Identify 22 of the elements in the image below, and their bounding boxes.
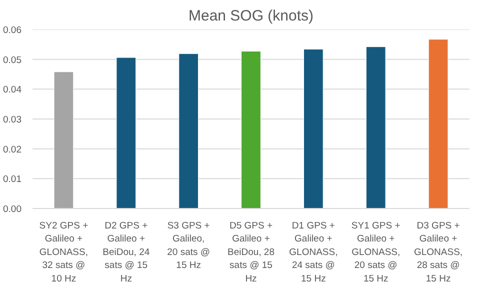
bar xyxy=(366,46,386,208)
x-tick-label: SY2 GPS + Galileo + GLONASS, 32 sats @ 10 Hz xyxy=(39,220,89,284)
x-tick-label: D5 GPS + Galileo + BeiDou, 28 sats @ 15 Hz xyxy=(228,220,275,284)
chart-title: Mean SOG (knots) xyxy=(188,8,314,24)
x-tick-label: SY1 GPS + Galileo + GLONASS, 20 sats @ 15 Hz xyxy=(351,220,401,284)
x-tick-label: D2 GPS + Galileo + BeiDou, 24 sats @ 15 Hz xyxy=(102,220,150,284)
y-tick-label: 0.05 xyxy=(3,54,22,66)
bar xyxy=(54,72,74,208)
y-tick-label: 0.06 xyxy=(3,25,22,36)
y-tick-label: 0.02 xyxy=(3,144,22,156)
bar xyxy=(116,57,136,208)
y-tick-label: 0.04 xyxy=(3,84,22,96)
y-tick-label: 0.03 xyxy=(3,114,22,126)
y-tick-label: 0.01 xyxy=(3,174,22,186)
x-tick-label: S3 GPS + Galileo, 20 sats @ 15 Hz xyxy=(167,220,210,272)
bar xyxy=(428,39,448,208)
bar xyxy=(304,48,324,208)
bar xyxy=(241,51,261,208)
x-tick-label: D1 GPS + Galileo + GLONASS, 24 sats @ 15 Hz xyxy=(289,220,338,284)
y-tick-label: 0.00 xyxy=(3,204,22,215)
bar xyxy=(178,53,198,208)
x-tick-label: D3 GPS + Galileo + GLONASS, 28 sats @ 15 Hz xyxy=(414,220,463,284)
